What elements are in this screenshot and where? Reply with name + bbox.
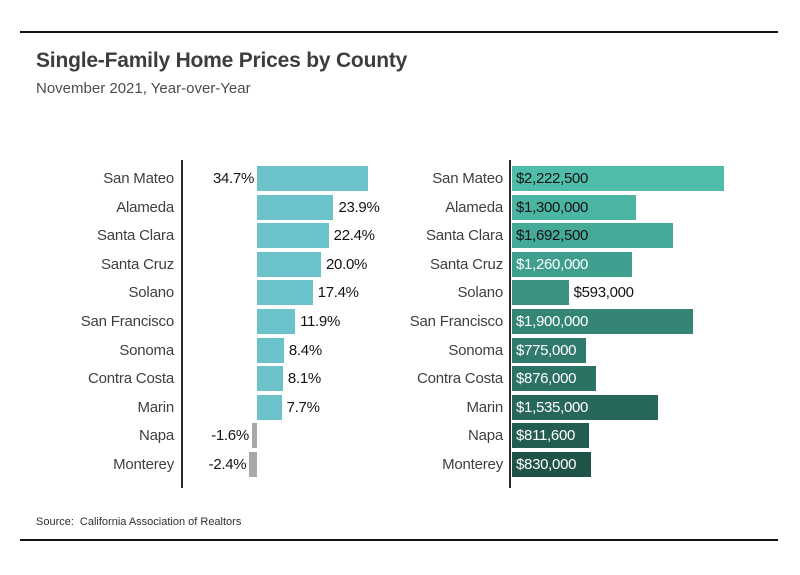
source-note: Source: California Association of Realtor… <box>36 516 241 528</box>
county-label: Monterey <box>442 456 503 473</box>
county-label: Sonoma <box>448 341 503 359</box>
bar-median-price <box>512 223 674 249</box>
source-value: California Association of Realtors <box>79 516 242 528</box>
value-label: $2,222,500 <box>516 170 589 187</box>
yoy-change-chart: San Mateo 34.7% Alameda 23.9% Santa Clara 22.… <box>36 160 398 488</box>
value-label: $775,000 <box>516 341 577 359</box>
top-rule <box>20 31 778 33</box>
value-label: $1,900,000 <box>516 313 589 330</box>
county-label: Marin <box>466 398 503 416</box>
value-label: 8.1% <box>287 370 321 388</box>
value-label: 17.4% <box>317 284 359 302</box>
value-label: 23.9% <box>338 198 380 216</box>
bar-median-price <box>512 423 590 449</box>
county-label: Napa <box>138 427 174 445</box>
bar-median-price <box>512 366 596 392</box>
value-label: $1,692,500 <box>516 227 589 245</box>
value-label: $1,300,000 <box>516 198 589 216</box>
bar-yoy-percent-change <box>257 280 313 306</box>
value-label: $1,260,000 <box>516 255 589 273</box>
county-label: Contra Costa <box>88 370 174 388</box>
county-label: Monterey <box>113 456 174 473</box>
bar-yoy-percent-change <box>257 394 282 420</box>
bar-median-price <box>512 280 569 306</box>
bar-median-price <box>512 166 725 191</box>
bar-yoy-percent-change <box>251 423 257 449</box>
county-label: Sonoma <box>119 341 174 359</box>
category-axis-line <box>181 160 183 488</box>
bar-yoy-percent-change <box>257 223 329 249</box>
value-label: 11.9% <box>300 313 340 330</box>
value-label: 7.7% <box>286 398 320 416</box>
bar-yoy-percent-change <box>257 166 369 191</box>
bar-yoy-percent-change <box>257 194 334 220</box>
bar-median-price <box>512 394 659 420</box>
value-label: $1,535,000 <box>516 398 589 416</box>
county-label: San Mateo <box>432 170 503 187</box>
bottom-rule <box>20 539 778 541</box>
county-label: Marin <box>137 398 174 416</box>
bar-yoy-percent-change <box>249 452 257 477</box>
chart-subtitle: November 2021, Year-over-Year <box>36 80 251 97</box>
bar-yoy-percent-change <box>257 251 321 277</box>
bar-yoy-percent-change <box>257 337 284 363</box>
category-axis-line <box>509 160 511 488</box>
value-label: $593,000 <box>573 284 634 302</box>
county-label: Solano <box>128 284 174 302</box>
county-label: Alameda <box>445 198 503 216</box>
county-label: Contra Costa <box>417 370 503 388</box>
bar-median-price <box>512 337 586 363</box>
county-label: Solano <box>457 284 503 302</box>
value-label: $830,000 <box>516 456 577 473</box>
county-label: Santa Clara <box>96 227 174 245</box>
bar-median-price <box>512 452 592 477</box>
bar-median-price <box>512 309 694 334</box>
median-price-chart: San Mateo $2,222,500 Alameda $1,300,000 Sant… <box>380 160 790 488</box>
county-label: Napa <box>467 427 503 445</box>
value-label: 34.7% <box>212 170 254 187</box>
county-label: Santa Clara <box>425 227 503 245</box>
bar-yoy-percent-change <box>257 366 283 392</box>
county-label: San Francisco <box>80 313 174 330</box>
value-label: -1.6% <box>211 427 249 445</box>
value-label: 20.0% <box>326 255 368 273</box>
value-label: $876,000 <box>516 370 577 388</box>
bar-median-price <box>512 251 633 277</box>
county-label: Alameda <box>116 198 174 216</box>
value-label: -2.4% <box>208 456 247 473</box>
county-label: Santa Cruz <box>429 255 503 273</box>
bar-median-price <box>512 194 637 220</box>
value-label: 22.4% <box>333 227 375 245</box>
county-label: San Francisco <box>409 313 503 330</box>
chart-title: Single-Family Home Prices by County <box>36 49 408 72</box>
county-label: Santa Cruz <box>100 255 174 273</box>
value-label: 8.4% <box>288 341 322 359</box>
county-label: San Mateo <box>103 170 174 187</box>
value-label: $811,600 <box>516 427 576 445</box>
source-label: Source: <box>36 516 74 528</box>
bar-yoy-percent-change <box>257 309 296 334</box>
